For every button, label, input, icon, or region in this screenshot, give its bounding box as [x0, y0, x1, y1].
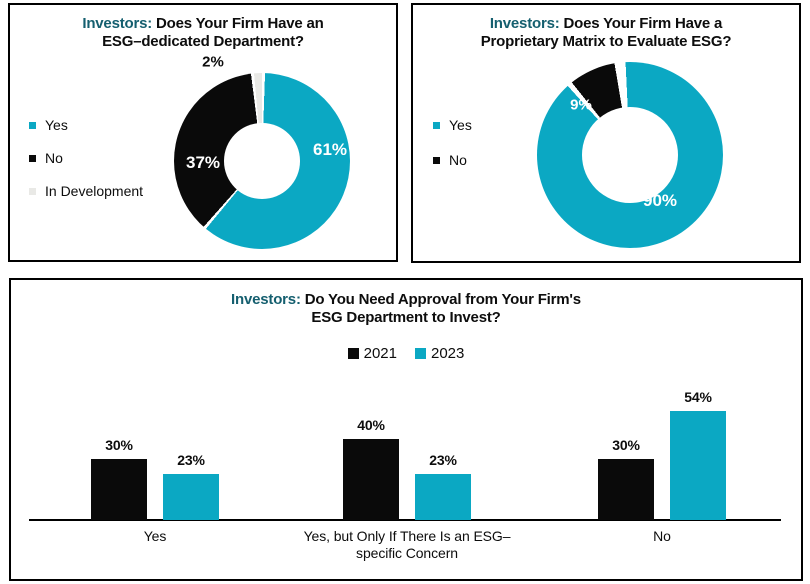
chart-title-line1: Investors: Does Your Firm Have an: [10, 15, 396, 33]
legend-swatch-2021-icon: [347, 347, 359, 359]
bar-2021-yes: [91, 459, 147, 520]
chart-title-line1: Investors: Does Your Firm Have a: [413, 15, 799, 33]
bar-2023-esg-concern: [415, 474, 471, 520]
chart-title-prefix: Investors:: [231, 291, 301, 308]
bar-value-2021-esg-concern: 40%: [357, 417, 385, 433]
bar-2021-esg-concern: [343, 439, 399, 520]
chart-title: Investors: Does Your Firm Have a Proprie…: [413, 15, 799, 51]
chart-title-line1: Investors: Do You Need Approval from You…: [11, 291, 801, 309]
donut-chart-proprietary-matrix: 90% 9%: [537, 62, 723, 248]
legend-label-yes: Yes: [45, 117, 68, 133]
bar-value-2023-yes: 23%: [177, 452, 205, 468]
category-line: Yes: [143, 528, 167, 544]
bar-chart-legend: 2021 2023: [11, 344, 801, 362]
bar-2023-yes: [163, 474, 219, 520]
category-label-no: No: [582, 528, 742, 545]
legend-item-in-development: In Development: [29, 183, 143, 199]
legend-swatch-no-icon: [29, 154, 36, 162]
chart-title-rest: Does Your Firm Have an: [152, 15, 324, 32]
category-label-esg-concern: Yes, but Only If There Is an ESG– specif…: [217, 528, 597, 562]
category-label-yes: Yes: [75, 528, 235, 545]
chart-title-line2: Proprietary Matrix to Evaluate ESG?: [480, 33, 732, 50]
donut-matrix-legend: Yes No: [433, 117, 472, 187]
chart-title-prefix: Investors:: [82, 15, 153, 32]
chart-title-line2: ESG–dedicated Department?: [102, 33, 304, 50]
donut-hole: [581, 106, 679, 204]
x-axis-line: [29, 519, 781, 521]
legend-item-no: No: [433, 152, 472, 168]
legend-label-no: No: [449, 152, 467, 168]
legend-swatch-yes-icon: [29, 121, 36, 129]
bar-2023-no: [670, 411, 726, 520]
bar-plot: Yes Yes, but Only If There Is an ESG– sp…: [11, 280, 801, 579]
chart-panel-esg-department: Investors: Does Your Firm Have an ESG–de…: [8, 3, 398, 262]
chart-title: Investors: Does Your Firm Have an ESG–de…: [10, 15, 396, 51]
bar-2021-no: [598, 459, 654, 520]
bar-value-2021-yes: 30%: [105, 437, 133, 453]
legend-label-2023: 2023: [431, 344, 465, 362]
legend-label-in-development: In Development: [45, 183, 144, 199]
bar-value-2023-no: 54%: [684, 389, 712, 405]
bar-value-2021-no: 30%: [612, 437, 640, 453]
chart-title-line2: ESG Department to Invest?: [311, 309, 501, 326]
legend-label-2021: 2021: [363, 344, 397, 362]
chart-title-rest: Does Your Firm Have a: [559, 15, 723, 32]
legend-swatch-2023-icon: [415, 347, 426, 359]
chart-title: Investors: Do You Need Approval from You…: [11, 291, 801, 327]
legend-swatch-no-icon: [433, 156, 440, 164]
legend-label-yes: Yes: [449, 117, 472, 133]
chart-title-prefix: Investors:: [489, 15, 560, 32]
chart-panel-proprietary-matrix: Investors: Does Your Firm Have a Proprie…: [411, 3, 801, 263]
legend-item-2023: 2023: [415, 344, 464, 362]
category-line: Yes, but Only If There Is an ESG–: [303, 528, 511, 544]
legend-item-yes: Yes: [433, 117, 472, 133]
donut-dept-legend: Yes No In Development: [29, 117, 143, 216]
slice-label-yes: 90%: [642, 191, 678, 210]
legend-swatch-in-development-icon: [29, 187, 36, 195]
legend-swatch-yes-icon: [433, 121, 440, 129]
legend-label-no: No: [45, 150, 63, 166]
legend-item-2021: 2021: [347, 344, 397, 362]
slice-label-in-development: 2%: [202, 53, 224, 71]
slice-label-no: 37%: [185, 153, 221, 172]
category-line: specific Concern: [356, 545, 458, 561]
donut-hole: [224, 123, 300, 199]
bar-value-2023-esg-concern: 23%: [429, 452, 457, 468]
legend-item-no: No: [29, 150, 143, 166]
chart-panel-approval: Investors: Do You Need Approval from You…: [9, 278, 803, 581]
donut-chart-esg-department: 61% 37% 2%: [174, 54, 350, 249]
legend-item-yes: Yes: [29, 117, 143, 133]
slice-label-no: 9%: [570, 96, 592, 114]
category-line: No: [653, 528, 671, 544]
chart-title-rest: Do You Need Approval from Your Firm's: [300, 291, 581, 308]
slice-label-yes: 61%: [312, 140, 348, 159]
